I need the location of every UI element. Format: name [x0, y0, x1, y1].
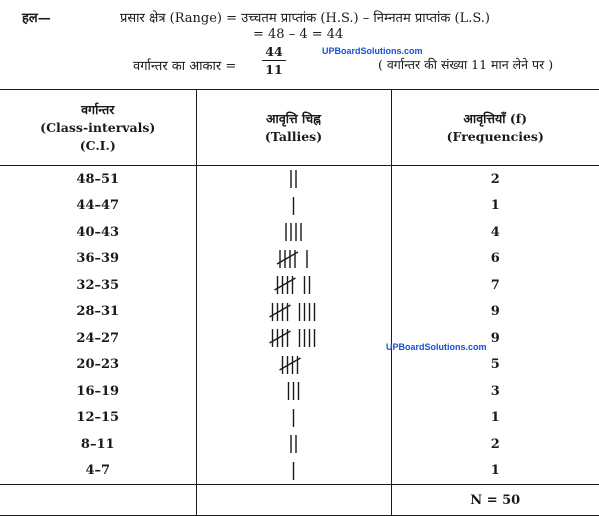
frequency-cell: 1	[490, 198, 500, 214]
tally-cell	[196, 378, 392, 405]
table-row: 4–7 1	[0, 457, 599, 485]
tally-cell	[196, 431, 392, 458]
tally-cell	[196, 351, 392, 378]
frequency-cell: 4	[490, 224, 500, 240]
class-interval-cell: 8–11	[0, 431, 197, 458]
tally-marks	[197, 193, 391, 219]
frequency-cell: 9	[490, 330, 500, 346]
class-interval-cell: 44–47	[0, 192, 197, 219]
class-interval-cell: 48–51	[0, 165, 197, 193]
frequency-cell: 3	[490, 383, 500, 399]
frequency-cell: 1	[490, 463, 500, 479]
table-row: 32–35 7	[0, 272, 599, 299]
class-interval-cell: 16–19	[0, 378, 197, 405]
frequency-cell: 2	[490, 171, 500, 187]
table-row: 44–47 1	[0, 192, 599, 219]
total-empty-2	[196, 484, 392, 516]
tally-marks	[197, 352, 391, 378]
tally-cell	[196, 457, 392, 485]
header-class-intervals: वर्गान्तर (Class-intervals) (C.I.)	[0, 90, 197, 166]
fraction-denominator: 11	[265, 62, 283, 77]
class-interval-cell: 40–43	[0, 219, 197, 246]
table-header-row: वर्गान्तर (Class-intervals) (C.I.) आवृत्…	[0, 90, 599, 166]
class-interval-cell: 28–31	[0, 298, 197, 325]
frequency-cell: 2	[490, 436, 500, 452]
class-interval-cell: 24–27	[0, 325, 197, 352]
class-interval-cell: 12–15	[0, 404, 197, 431]
table-row: 12–15 1	[0, 404, 599, 431]
interval-note: ( वर्गान्तर की संख्या 11 मान लेने पर )	[378, 57, 554, 72]
tally-marks	[197, 166, 391, 192]
tally-cell	[196, 298, 392, 325]
header-tallies: आवृत्ति चिह्न (Tallies)	[196, 90, 392, 166]
tally-cell	[196, 219, 392, 246]
table-row: 20–23 5	[0, 351, 599, 378]
total-frequency: N = 50	[391, 484, 599, 516]
frequency-cell: 9	[490, 304, 500, 320]
solution-label: हल—	[22, 11, 51, 26]
table-row: 48–51 2	[0, 165, 599, 193]
tally-marks	[197, 458, 391, 484]
range-calculation: = 48 – 4 = 44	[253, 27, 344, 42]
frequency-cell: 1	[490, 410, 500, 426]
tally-marks	[197, 378, 391, 404]
tally-cell	[196, 192, 392, 219]
table-row: 8–11 2	[0, 431, 599, 458]
tally-marks	[197, 246, 391, 272]
frequency-cell: 7	[490, 277, 500, 293]
table-top-rule	[0, 89, 599, 90]
watermark-top: UPBoardSolutions.com	[322, 46, 423, 56]
class-interval-cell: 32–35	[0, 272, 197, 299]
watermark-middle: UPBoardSolutions.com	[386, 342, 487, 352]
tally-marks	[197, 405, 391, 431]
table-row: 16–19 3	[0, 378, 599, 405]
class-interval-cell: 36–39	[0, 245, 197, 272]
fraction-bar	[262, 60, 286, 61]
tally-cell	[196, 325, 392, 352]
tally-cell	[196, 404, 392, 431]
range-formula: प्रसार क्षेत्र (Range) = उच्चतम प्राप्ता…	[120, 11, 491, 26]
total-empty-1	[0, 484, 197, 516]
class-interval-cell: 20–23	[0, 351, 197, 378]
tally-marks	[197, 272, 391, 298]
header-frequencies: आवृत्तियाँ (f) (Frequencies)	[391, 90, 599, 166]
tally-cell	[196, 245, 392, 272]
frequency-cell: 5	[490, 357, 500, 373]
tally-marks	[197, 431, 391, 457]
total-row: N = 50	[0, 484, 599, 516]
tally-marks	[197, 299, 391, 325]
table-row: 40–43 4	[0, 219, 599, 246]
tally-marks	[197, 219, 391, 245]
frequency-cell: 6	[490, 251, 500, 267]
tally-marks	[197, 325, 391, 351]
class-interval-cell: 4–7	[0, 457, 197, 485]
interval-size-label: वर्गान्तर का आकार =	[133, 59, 237, 74]
fraction-numerator: 44	[265, 44, 283, 59]
table-row: 28–31 9	[0, 298, 599, 325]
tally-cell	[196, 272, 392, 299]
table-row: 24–27 9	[0, 325, 599, 352]
frequency-table: वर्गान्तर (Class-intervals) (C.I.) आवृत्…	[0, 90, 599, 516]
table-row: 36–39 6	[0, 245, 599, 272]
interval-size-fraction: 44 11	[262, 44, 286, 77]
tally-cell	[196, 165, 392, 193]
